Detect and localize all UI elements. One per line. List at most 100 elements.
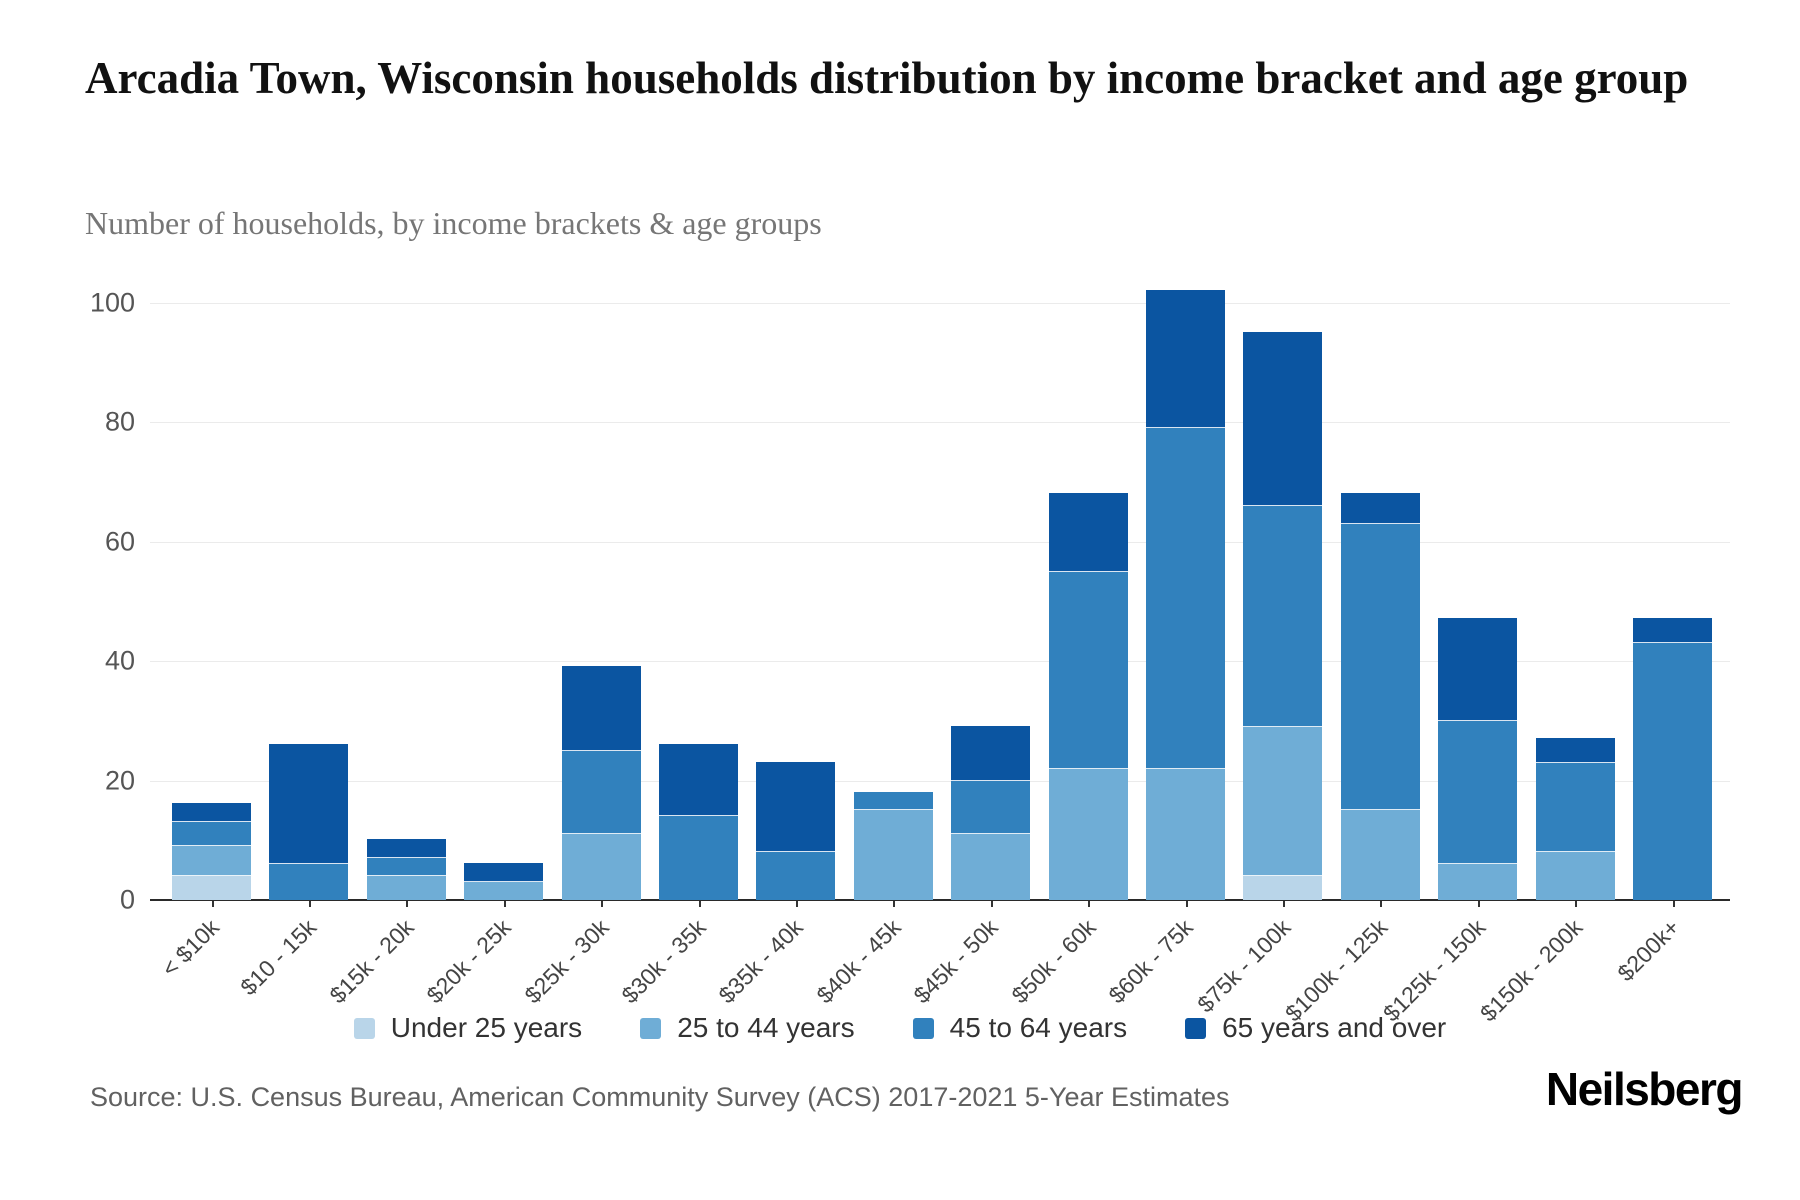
bar-segment[interactable] <box>1243 725 1323 877</box>
bar-segment[interactable] <box>659 743 738 817</box>
bar-segment[interactable] <box>269 743 349 865</box>
bar-segment[interactable] <box>172 803 251 823</box>
bar-$125k - 150k <box>1438 255 1518 900</box>
x-axis-tick <box>893 901 896 907</box>
bar-segment[interactable] <box>464 863 544 883</box>
bar-segment[interactable] <box>1438 618 1518 721</box>
bar-segment[interactable] <box>853 791 933 811</box>
x-axis-category-label: $15k - 20k <box>324 914 419 1009</box>
x-axis-category-label: $10 - 15k <box>235 914 322 1001</box>
y-axis-tick-label: 60 <box>104 526 135 557</box>
bar-segment[interactable] <box>756 852 836 900</box>
bar-segment[interactable] <box>1243 331 1323 506</box>
x-axis-category-label: $45k - 50k <box>908 914 1004 1009</box>
bar-$60k - 75k <box>1146 255 1225 900</box>
x-axis-tick <box>1575 901 1578 907</box>
legend-item[interactable]: 65 years and over <box>1185 1012 1446 1044</box>
page-subtitle: Number of households, by income brackets… <box>85 205 822 241</box>
x-axis-tick <box>211 901 214 907</box>
bar-segment[interactable] <box>1048 768 1128 900</box>
bar-segment[interactable] <box>1438 864 1518 900</box>
x-axis-tick <box>795 901 798 907</box>
bar-segment[interactable] <box>366 839 446 859</box>
bar-segment[interactable] <box>1146 289 1225 429</box>
legend-swatch-icon <box>640 1017 662 1039</box>
x-axis-tick <box>1185 901 1188 907</box>
bar-$150k - 200k <box>1535 255 1615 900</box>
bar-segment[interactable] <box>756 761 836 853</box>
bar-segment[interactable] <box>464 882 544 900</box>
y-axis-tick-label: 80 <box>104 406 135 437</box>
legend-swatch-icon <box>353 1017 375 1039</box>
source-note: Source: U.S. Census Bureau, American Com… <box>90 1082 1230 1112</box>
bar-segment[interactable] <box>659 816 738 900</box>
bar-segment[interactable] <box>1243 876 1323 900</box>
legend-label: Under 25 years <box>390 1012 583 1043</box>
bar-segment[interactable] <box>172 845 251 877</box>
bar-segment[interactable] <box>951 779 1031 835</box>
x-axis-category-label: $60k - 75k <box>1103 914 1198 1009</box>
bar-segment[interactable] <box>1633 618 1712 644</box>
legend-swatch-icon <box>912 1017 934 1039</box>
legend-label: 65 years and over <box>1222 1012 1447 1043</box>
page-title: Arcadia Town, Wisconsin households distr… <box>85 53 1689 103</box>
bar-segment[interactable] <box>366 876 446 900</box>
bar-segment[interactable] <box>951 725 1031 781</box>
chart-legend: Under 25 years 25 to 44 years 45 to 64 yea… <box>0 1012 1800 1044</box>
legend-label: 25 to 44 years <box>677 1012 855 1043</box>
bar-segment[interactable] <box>1535 737 1615 763</box>
bar-segment[interactable] <box>951 834 1031 900</box>
bar-segment[interactable] <box>172 821 251 847</box>
x-axis-category-label: $20k - 25k <box>421 914 517 1009</box>
y-axis-tick-label: 20 <box>104 765 135 796</box>
bar-segment[interactable] <box>172 876 251 900</box>
x-axis-category-label: $125k - 150k <box>1377 914 1491 1027</box>
bar-segment[interactable] <box>1048 570 1128 769</box>
x-axis-category-label: $30k - 35k <box>616 914 711 1009</box>
bar-segment[interactable] <box>561 749 641 835</box>
legend-item[interactable]: Under 25 years <box>353 1012 583 1044</box>
x-axis-category-label: $75k - 100k <box>1191 914 1296 1018</box>
bar-$30k - 35k <box>659 255 738 900</box>
bar-segment[interactable] <box>1146 768 1225 900</box>
bar-$20k - 25k <box>464 255 544 900</box>
legend-label: 45 to 64 years <box>949 1012 1128 1043</box>
bar-segment[interactable] <box>366 857 446 877</box>
bar-$25k - 30k <box>561 255 641 900</box>
x-axis-line <box>150 899 1730 901</box>
bar-segment[interactable] <box>1146 427 1225 769</box>
bar-< $10k <box>172 255 251 900</box>
legend-swatch-icon <box>1185 1017 1207 1039</box>
brand-logo: Neilsberg <box>1545 1063 1744 1115</box>
bar-$75k - 100k <box>1243 255 1323 900</box>
bar-segment[interactable] <box>1340 810 1420 900</box>
x-axis-tick <box>1380 901 1383 907</box>
x-axis-tick <box>1088 901 1091 907</box>
bar-segment[interactable] <box>1340 522 1420 811</box>
bar-segment[interactable] <box>1633 643 1712 900</box>
gridline <box>150 541 1730 543</box>
x-axis-tick <box>1477 901 1480 907</box>
bar-$10 - 15k <box>269 255 349 900</box>
gridline <box>150 661 1730 663</box>
bar-segment[interactable] <box>269 864 349 900</box>
x-axis-tick <box>1672 901 1675 907</box>
bar-segment[interactable] <box>1438 719 1518 865</box>
x-axis-category-label: $150k - 200k <box>1475 914 1588 1027</box>
plot-area: 0 20 40 60 80 100 < $10k $10 - 15k $15k - 20k $20… <box>90 255 1730 1026</box>
x-axis-category-label: $35k - 40k <box>713 914 809 1009</box>
bar-segment[interactable] <box>1243 504 1323 727</box>
x-axis-tick <box>990 901 993 907</box>
legend-item[interactable]: 25 to 44 years <box>640 1012 855 1044</box>
bar-segment[interactable] <box>1048 492 1128 572</box>
bar-$45k - 50k <box>951 255 1031 900</box>
bar-segment[interactable] <box>1535 761 1615 853</box>
bar-segment[interactable] <box>853 810 933 900</box>
bar-segment[interactable] <box>1340 492 1420 524</box>
x-axis-tick <box>1282 901 1285 907</box>
bar-segment[interactable] <box>1535 852 1615 900</box>
x-axis-tick <box>308 901 311 907</box>
legend-item[interactable]: 45 to 64 years <box>912 1012 1128 1044</box>
bar-segment[interactable] <box>561 834 641 900</box>
bar-segment[interactable] <box>561 666 641 751</box>
